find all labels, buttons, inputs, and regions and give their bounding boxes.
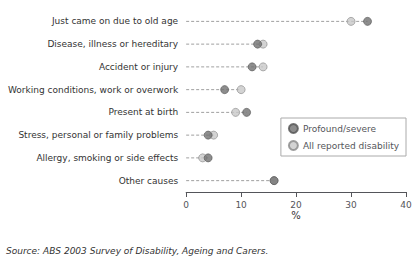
svg-text:10: 10 [235, 200, 247, 210]
svg-text:0: 0 [183, 200, 189, 210]
svg-text:30: 30 [345, 200, 357, 210]
svg-text:Stress, personal or family pro: Stress, personal or family problems [18, 130, 178, 140]
svg-text:Source: ABS 2003 Survey of Dis: Source: ABS 2003 Survey of Disability, A… [6, 246, 268, 256]
svg-text:Allergy, smoking or side effec: Allergy, smoking or side effects [36, 153, 178, 163]
svg-text:40: 40 [400, 200, 412, 210]
svg-text:Working conditions, work or ov: Working conditions, work or overwork [8, 85, 179, 95]
svg-text:20: 20 [290, 200, 302, 210]
svg-text:%: % [291, 210, 301, 221]
svg-text:Just came on due to old age: Just came on due to old age [51, 16, 179, 26]
svg-text:All reported disability: All reported disability [303, 141, 400, 151]
svg-text:Present at birth: Present at birth [108, 107, 178, 117]
svg-text:Other causes: Other causes [119, 176, 179, 186]
svg-text:Accident or injury: Accident or injury [99, 62, 179, 72]
svg-text:Disease, illness or hereditary: Disease, illness or hereditary [47, 39, 178, 49]
svg-text:Profound/severe: Profound/severe [303, 124, 377, 134]
